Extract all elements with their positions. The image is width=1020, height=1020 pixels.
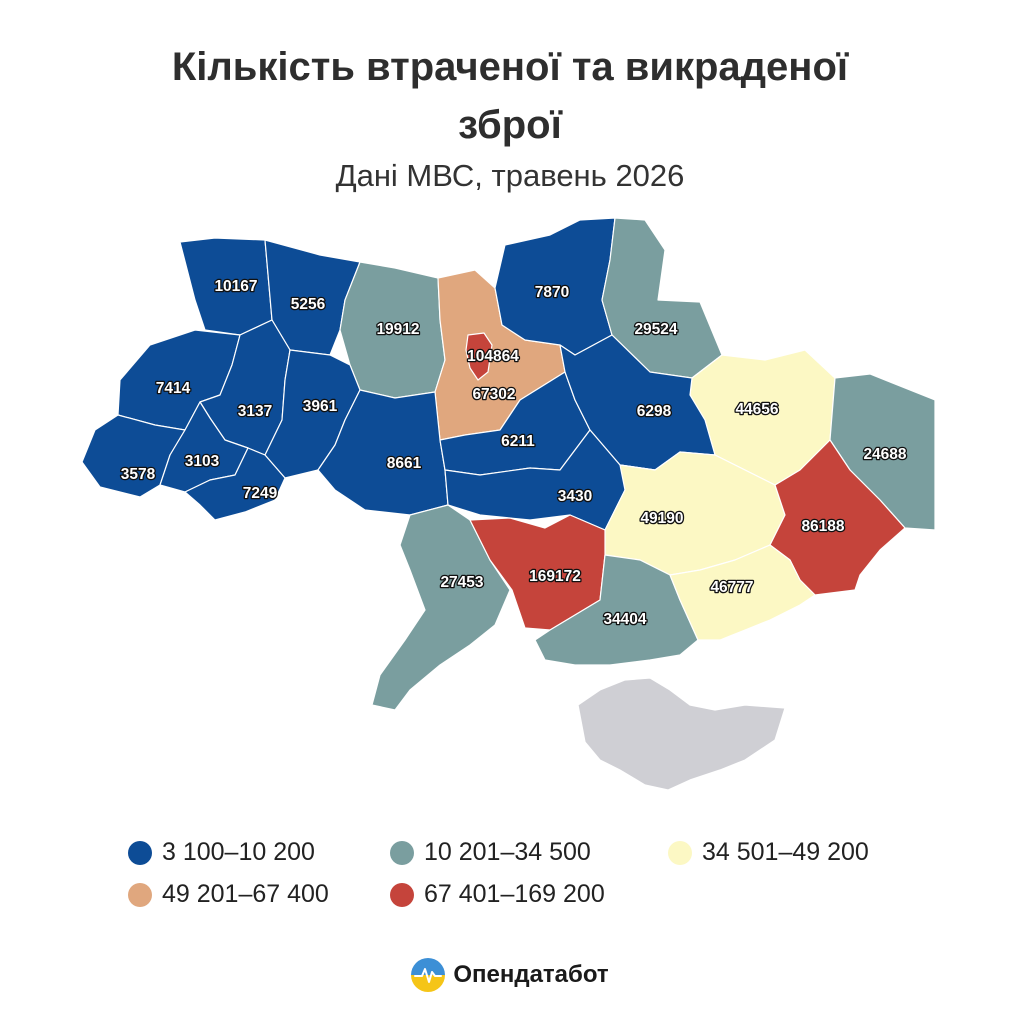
legend-label-bin3: 34 501–49 200 [702, 838, 869, 866]
value-label-zakarpatska: 3578 [121, 466, 156, 483]
legend-swatch-bin3 [668, 840, 692, 865]
region-zakarpatska[interactable] [81, 414, 186, 498]
value-label-zaporizka: 46777 [710, 579, 753, 596]
value-label-odeska: 27453 [440, 574, 483, 591]
value-label-rivnenska: 5256 [291, 296, 326, 313]
map-subtitle: Дані МВС, травень 2026 [335, 158, 685, 193]
legend-label-bin2: 10 201–34 500 [424, 838, 591, 866]
legend-swatch-bin2 [390, 840, 414, 865]
region-khersonska[interactable] [534, 554, 699, 666]
value-label-kharkivska: 44656 [735, 401, 778, 418]
value-label-chernihivska: 7870 [535, 284, 569, 301]
value-label-kirovohradska: 3430 [558, 488, 592, 505]
value-label-poltavska: 6298 [637, 403, 672, 420]
legend-item-bin1: 3 100–10 200 [128, 838, 315, 867]
value-label-mykolaivska: 169172 [529, 568, 581, 585]
value-label-donetska: 86188 [801, 518, 844, 535]
legend-item-bin3: 34 501–49 200 [668, 838, 869, 867]
brand-footer: Опендатабот [0, 958, 1020, 992]
value-label-kyivska: 67302 [472, 386, 515, 403]
region-zaporizka[interactable] [669, 544, 816, 641]
legend-item-bin4: 49 201–67 400 [128, 880, 329, 909]
value-label-sumska: 29524 [634, 321, 677, 338]
legend-swatch-bin1 [128, 840, 152, 865]
brand-name: Опендатабот [453, 961, 609, 988]
value-label-volynska: 10167 [214, 278, 257, 295]
value-label-vinnytska: 8661 [387, 455, 422, 472]
value-label-zhytomyrska: 19912 [376, 321, 419, 338]
legend-item-bin2: 10 201–34 500 [390, 838, 591, 867]
map-title-line1: Кількість втраченої та викраденої [171, 45, 849, 89]
value-label-ivano-frankivska: 3103 [185, 453, 220, 470]
legend-item-bin5: 67 401–169 200 [390, 880, 605, 909]
map-title: Кількість втраченої та викраденої зброї [0, 38, 1020, 154]
legend-label-bin1: 3 100–10 200 [162, 838, 315, 866]
legend-label-bin4: 49 201–67 400 [162, 880, 329, 908]
map-legend: 3 100–10 200 10 201–34 500 34 501–49 200… [128, 838, 928, 918]
value-label-luhanska: 24688 [863, 446, 906, 463]
region-chernivetska[interactable] [184, 447, 286, 521]
opendatabot-logo-icon [411, 958, 446, 992]
region-value-labels: 10167 5256 19912 67302 104864 7870 29524… [119, 277, 908, 630]
value-label-cherkaska: 6211 [501, 433, 535, 450]
legend-swatch-bin4 [128, 882, 152, 907]
value-label-khmelnytska: 3961 [303, 398, 338, 415]
legend-swatch-bin5 [390, 882, 414, 907]
value-label-lvivska: 7414 [156, 380, 191, 397]
region-kyiv-city[interactable] [465, 332, 493, 381]
value-label-kyiv-city: 104864 [467, 348, 519, 365]
legend-label-bin5: 67 401–169 200 [424, 880, 605, 908]
value-label-khersonska: 34404 [603, 611, 646, 628]
map-title-line2: зброї [458, 103, 562, 147]
value-label-chernivetska: 7249 [243, 485, 278, 502]
region-crimea-occupied[interactable] [577, 677, 786, 791]
value-label-dnipropetrovska: 49190 [640, 510, 683, 527]
value-label-ternopilska: 3137 [238, 403, 272, 420]
